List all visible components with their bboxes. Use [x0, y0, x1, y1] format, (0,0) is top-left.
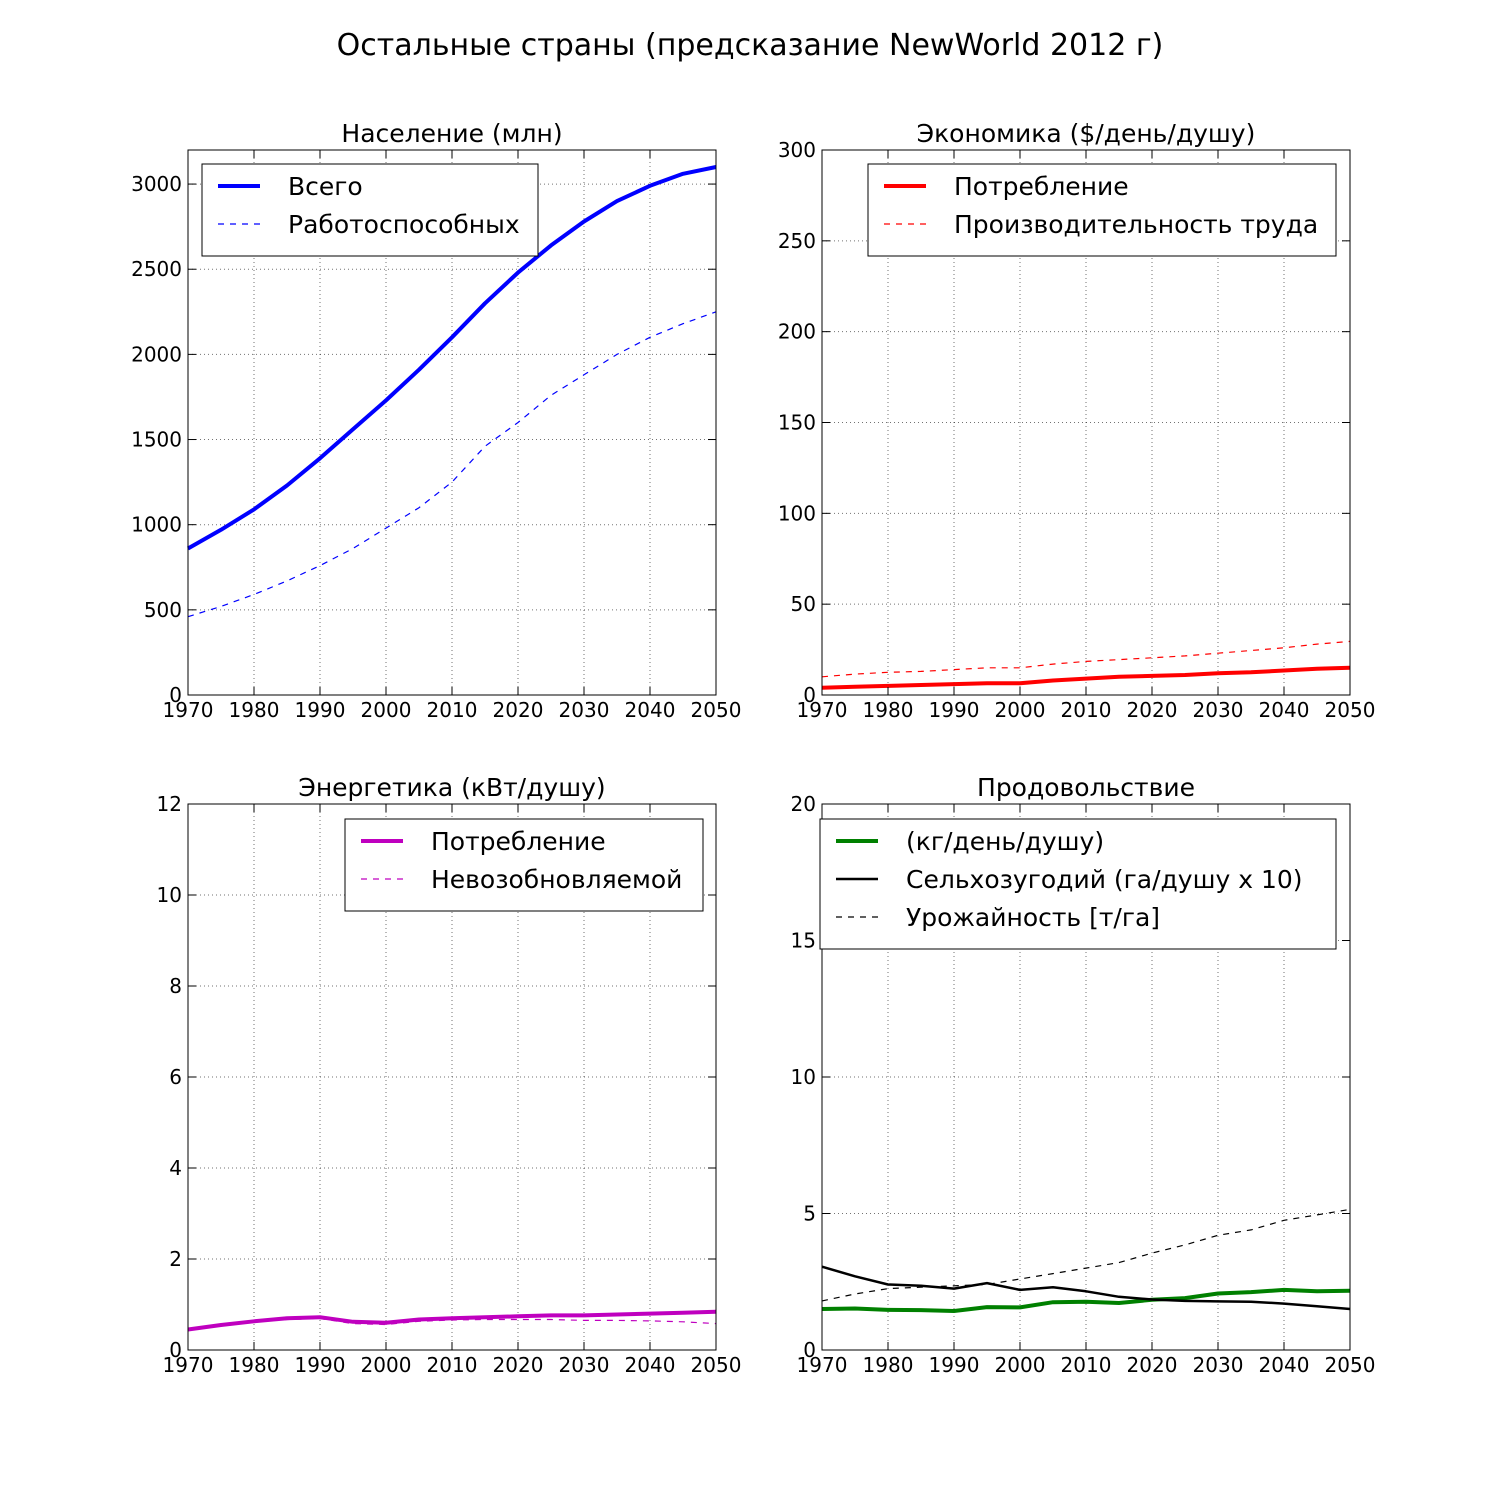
x-tick-label: 2010 — [427, 1353, 478, 1377]
y-tick-label: 20 — [791, 792, 816, 816]
x-tick-label: 1990 — [929, 698, 980, 722]
legend-label: Сельхозугодий (га/душу x 10) — [906, 865, 1303, 894]
x-tick-label: 2050 — [691, 698, 742, 722]
legend: (кг/день/душу) Сельхозугодий (га/душу x 1… — [819, 818, 1337, 950]
legend-label: Потребление — [431, 827, 606, 856]
legend: Всего Работоспособных — [201, 163, 539, 257]
chart-economy: 1970 1980 1990 2000 2010 2020 2030 2040 2050 0 50 1… — [778, 119, 1376, 722]
chart-food: 1970 1980 1990 2000 2010 2020 2030 2040 2050 0 5 10… — [791, 773, 1376, 1377]
x-tick-label: 2010 — [1061, 698, 1112, 722]
legend-box — [201, 163, 539, 257]
x-tick-label: 2040 — [1259, 1353, 1310, 1377]
x-tick-label: 2040 — [1259, 698, 1310, 722]
x-tick-label: 1990 — [295, 698, 346, 722]
y-tick-label: 100 — [778, 501, 816, 525]
y-tick-label: 3000 — [131, 172, 182, 196]
x-tick-label: 1970 — [163, 1353, 214, 1377]
y-tick-label: 50 — [791, 592, 816, 616]
x-tick-label: 1980 — [229, 1353, 280, 1377]
x-tick-label: 1980 — [863, 1353, 914, 1377]
y-tick-label: 6 — [169, 1065, 182, 1089]
y-tick-label: 0 — [803, 1338, 816, 1362]
series-line — [821, 640, 1351, 678]
legend-label: Невозобновляемой — [431, 865, 682, 894]
chart-title: Продовольствие — [977, 773, 1195, 802]
series-line — [187, 1317, 717, 1331]
chart-title: Экономика ($/день/душу) — [917, 119, 1256, 148]
y-tick-label: 150 — [778, 411, 816, 435]
x-tick-label: 2040 — [625, 1353, 676, 1377]
y-tick-label: 5 — [803, 1202, 816, 1226]
legend-label: Потребление — [954, 172, 1129, 201]
x-tick-label: 1990 — [295, 1353, 346, 1377]
y-tick-label: 0 — [169, 1338, 182, 1362]
y-tick-label: 2500 — [131, 257, 182, 281]
y-tick-label: 10 — [791, 1065, 816, 1089]
x-tick-label: 2010 — [1061, 1353, 1112, 1377]
x-tick-label: 1980 — [863, 698, 914, 722]
series-line — [187, 1309, 717, 1332]
x-tick-label: 2050 — [691, 1353, 742, 1377]
chart-title: Население (млн) — [341, 119, 562, 148]
y-tick-label: 200 — [778, 320, 816, 344]
x-tick-label: 2020 — [1127, 698, 1178, 722]
y-tick-label: 2000 — [131, 342, 182, 366]
x-tick-label: 2030 — [1193, 1353, 1244, 1377]
chart-energy: 1970 1980 1990 2000 2010 2020 2030 2040 2050 0 2 4 6… — [157, 773, 742, 1377]
x-tick-label: 1970 — [797, 1353, 848, 1377]
panels: 1970 1980 1990 2000 2010 2020 2030 2040 20500500… — [131, 119, 1375, 1377]
x-tick-label: 1970 — [797, 698, 848, 722]
series-line — [821, 1265, 1351, 1311]
legend-box — [867, 163, 1337, 257]
x-tick-label: 1990 — [929, 1353, 980, 1377]
x-tick-label: 2000 — [361, 698, 412, 722]
x-tick-label: 2000 — [361, 1353, 412, 1377]
y-tick-label: 15 — [791, 929, 816, 953]
y-tick-label: 2 — [169, 1247, 182, 1271]
x-tick-label: 2020 — [1127, 1353, 1178, 1377]
x-tick-label: 2030 — [1193, 698, 1244, 722]
legend-label: Производительность труда — [954, 210, 1318, 239]
x-tick-label: 2020 — [493, 1353, 544, 1377]
x-tick-label: 2000 — [995, 1353, 1046, 1377]
x-tick-label: 2050 — [1325, 1353, 1376, 1377]
y-tick-label: 10 — [157, 883, 182, 907]
y-tick-label: 500 — [144, 598, 182, 622]
legend-label: Всего — [288, 172, 363, 201]
y-tick-label: 0 — [803, 683, 816, 707]
x-tick-label: 1970 — [163, 698, 214, 722]
x-tick-label: 2050 — [1325, 698, 1376, 722]
legend: Потребление Невозобновляемой — [344, 818, 704, 912]
series-line — [821, 1208, 1351, 1302]
x-tick-label: 2020 — [493, 698, 544, 722]
y-tick-label: 250 — [778, 229, 816, 253]
legend-box — [819, 818, 1337, 950]
y-tick-label: 1500 — [131, 428, 182, 452]
chart-population: 1970 1980 1990 2000 2010 2020 2030 2040 2050 0 500… — [131, 119, 741, 722]
chart-title: Энергетика (кВт/душу) — [298, 773, 605, 802]
y-tick-label: 12 — [157, 792, 182, 816]
y-tick-label: 1000 — [131, 513, 182, 537]
legend-label: Работоспособных — [288, 210, 520, 239]
y-tick-label: 300 — [778, 138, 816, 162]
series-line — [821, 1287, 1351, 1313]
x-tick-label: 2040 — [625, 698, 676, 722]
series-line — [187, 165, 717, 551]
series-line — [187, 311, 717, 618]
legend-box — [344, 818, 704, 912]
x-tick-label: 2030 — [559, 698, 610, 722]
legend-label: Урожайность [т/га] — [906, 903, 1160, 932]
y-tick-label: 8 — [169, 974, 182, 998]
figure-title: Остальные страны (предсказание NewWorld … — [337, 28, 1164, 63]
legend: Потребление Производительность труда — [867, 163, 1337, 257]
y-tick-label: 0 — [169, 683, 182, 707]
x-tick-label: 2010 — [427, 698, 478, 722]
x-tick-label: 2000 — [995, 698, 1046, 722]
legend-label: (кг/день/душу) — [906, 827, 1104, 856]
series-line — [821, 665, 1351, 690]
x-tick-label: 1980 — [229, 698, 280, 722]
y-tick-label: 4 — [169, 1156, 182, 1180]
x-tick-label: 2030 — [559, 1353, 610, 1377]
